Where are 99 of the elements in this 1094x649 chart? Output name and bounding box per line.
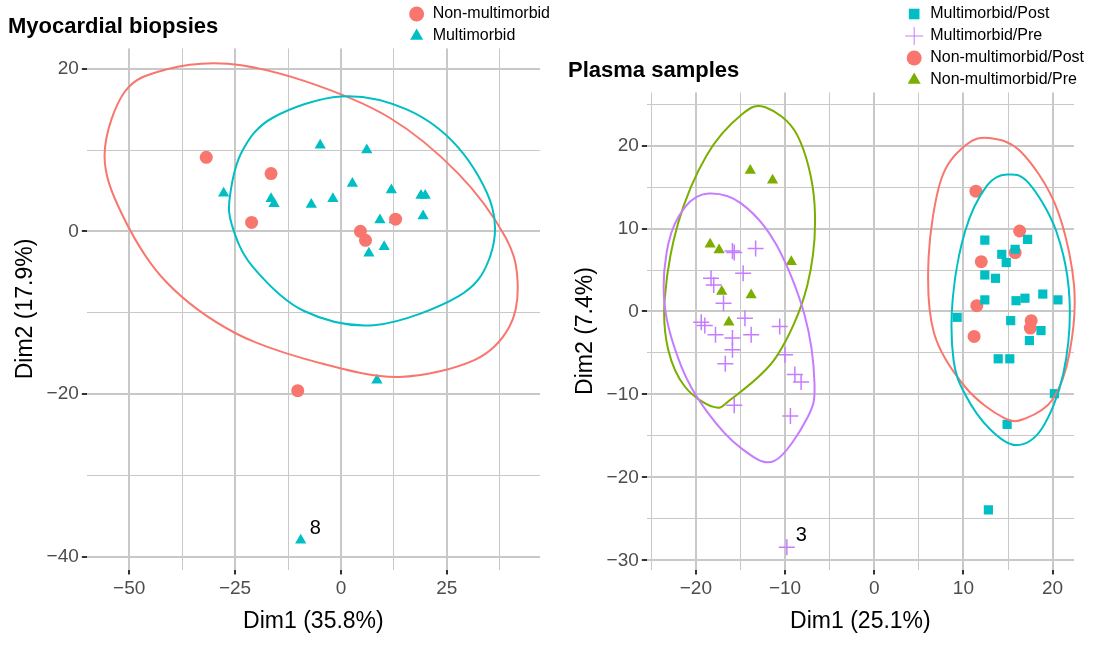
point — [314, 138, 326, 149]
point — [1023, 321, 1037, 335]
y-tick-label: −20 — [46, 382, 79, 404]
x-tick-label: 25 — [436, 577, 458, 599]
point — [1010, 244, 1020, 254]
point — [1020, 293, 1030, 303]
point — [736, 309, 754, 327]
point — [692, 313, 710, 332]
y-axis-title: Dim2 (7.4%) — [571, 267, 598, 395]
point — [218, 186, 230, 197]
x-tick-label: −25 — [218, 577, 252, 599]
point — [385, 183, 397, 194]
point — [374, 213, 386, 224]
point — [770, 317, 789, 336]
point — [776, 345, 794, 364]
point — [1001, 257, 1011, 268]
point — [327, 192, 339, 203]
point — [969, 184, 983, 198]
legend-label: Non-multimorbid/Post — [930, 48, 1085, 66]
x-tick-label: −10 — [768, 577, 802, 599]
y-tick-label: −30 — [606, 548, 639, 570]
point — [268, 197, 280, 207]
legend-label: Non-multimorbid/Pre — [930, 70, 1077, 88]
point — [1053, 295, 1063, 305]
point — [361, 143, 373, 154]
point — [704, 237, 716, 248]
point — [1036, 325, 1046, 336]
y-tick-label: 10 — [617, 216, 639, 238]
point — [305, 198, 317, 208]
y-tick-label: 0 — [68, 219, 79, 241]
point — [993, 354, 1003, 364]
point — [781, 407, 800, 425]
point — [980, 235, 990, 245]
point — [1005, 354, 1015, 364]
point — [419, 189, 431, 199]
point — [744, 163, 756, 174]
point — [716, 355, 735, 373]
point — [745, 288, 757, 299]
chart-title: Plasma samples — [568, 57, 740, 83]
point — [346, 176, 359, 187]
legend-label: Multimorbid/Pre — [930, 26, 1043, 44]
x-tick-label: −20 — [679, 577, 712, 599]
y-tick-label: 20 — [617, 133, 639, 155]
x-axis-title: Dim1 (35.8%) — [243, 606, 384, 633]
chart-title: Myocardial biopsies — [8, 13, 219, 39]
point — [1011, 296, 1021, 306]
point — [359, 233, 373, 247]
legend-label: Non-multimorbid — [432, 4, 551, 22]
x-tick-label: 10 — [952, 577, 974, 599]
point — [742, 325, 760, 344]
point — [952, 312, 962, 322]
x-tick-label: 20 — [1042, 577, 1064, 599]
point — [1024, 335, 1035, 346]
point — [1038, 289, 1048, 299]
point — [1023, 234, 1033, 244]
x-tick-label: 0 — [335, 577, 347, 599]
point — [378, 240, 390, 251]
point — [990, 273, 1001, 283]
y-tick-label: 0 — [628, 299, 639, 321]
point — [766, 173, 779, 184]
point — [264, 167, 278, 181]
y-tick-label: −40 — [46, 544, 79, 566]
point — [716, 285, 728, 295]
point — [980, 270, 990, 280]
point — [974, 255, 988, 269]
point — [291, 384, 305, 398]
x-tick-label: 0 — [868, 577, 880, 599]
point — [746, 239, 765, 258]
point — [714, 294, 733, 312]
point — [199, 150, 213, 164]
point — [723, 315, 735, 326]
point — [245, 215, 259, 229]
point — [363, 246, 375, 257]
x-tick-label: −50 — [113, 577, 146, 599]
annotation: 8 — [309, 515, 321, 538]
y-tick-label: 20 — [57, 56, 79, 78]
point — [785, 255, 797, 265]
point — [704, 276, 723, 294]
y-axis-title: Dim2 (17.9%) — [11, 238, 38, 380]
point — [723, 340, 742, 359]
point — [295, 533, 307, 544]
point — [417, 209, 429, 220]
point — [1013, 224, 1027, 238]
point — [983, 505, 993, 515]
point — [734, 264, 752, 283]
y-tick-label: −20 — [606, 465, 639, 487]
point — [713, 243, 725, 254]
point — [967, 329, 981, 343]
point — [778, 538, 796, 556]
point — [1006, 316, 1016, 326]
legend-label: Multimorbid/Post — [930, 4, 1050, 22]
point — [970, 299, 984, 313]
y-tick-label: −10 — [606, 382, 639, 404]
point — [725, 396, 743, 415]
legend-label: Multimorbid — [432, 26, 516, 44]
point — [980, 295, 990, 305]
point — [997, 249, 1007, 259]
x-axis-title: Dim1 (25.1%) — [790, 606, 931, 633]
annotation: 3 — [795, 522, 807, 545]
